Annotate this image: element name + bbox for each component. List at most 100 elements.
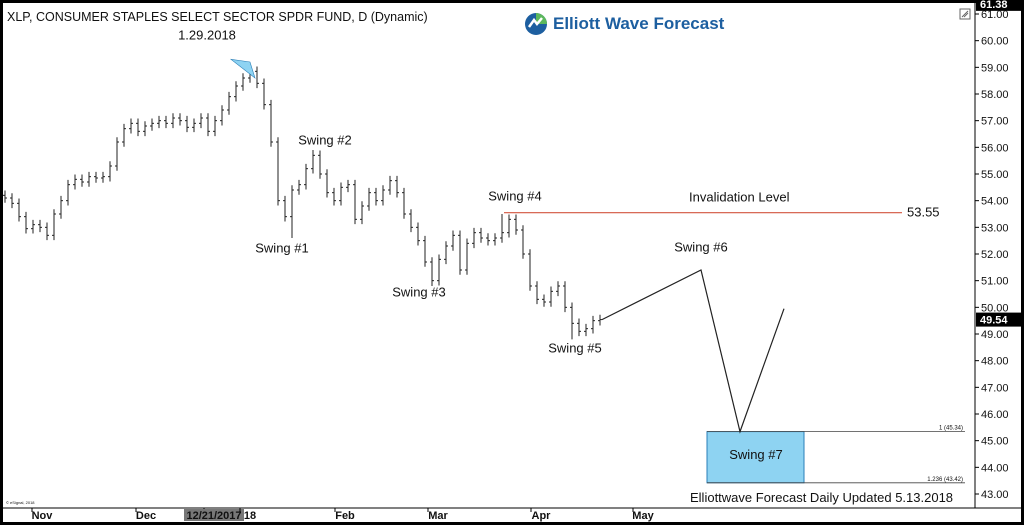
ohlc-bar [227, 91, 231, 115]
ohlc-bar [584, 323, 588, 337]
ohlc-bar [178, 113, 182, 126]
ohlc-bar [591, 315, 595, 334]
ohlc-bar [507, 214, 511, 238]
x-tick-label: May [632, 510, 654, 522]
x-tick-label: Nov [32, 510, 54, 522]
ohlc-bar [402, 187, 406, 219]
x-tick-label: 12/21/2017 [186, 510, 241, 522]
y-tick-label: 58.00 [981, 89, 1009, 101]
ohlc-bar [332, 187, 336, 206]
ohlc-bar [353, 179, 357, 225]
swing-label: Swing #3 [392, 285, 445, 300]
ohlc-bar [66, 179, 70, 206]
ohlc-bar [395, 175, 399, 198]
plot-area [3, 3, 975, 508]
ohlc-bar [437, 254, 441, 286]
ohlc-bar [269, 99, 273, 147]
swing-label: Swing #6 [674, 239, 727, 254]
swing-label: Swing #7 [729, 447, 782, 462]
y-tick-label: 60.00 [981, 36, 1009, 48]
chart-title: XLP, CONSUMER STAPLES SELECT SECTOR SPDR… [7, 10, 428, 24]
y-tick-label: 54.00 [981, 196, 1009, 208]
ohlc-bar [283, 195, 287, 222]
ohlc-bar [115, 137, 119, 171]
ohlc-bar [59, 195, 63, 219]
top-price-badge-bg [976, 0, 1021, 11]
y-tick-label: 46.00 [981, 409, 1009, 421]
ohlc-bar [297, 179, 301, 195]
y-tick-label: 59.00 [981, 62, 1009, 74]
swing-label: 1.29.2018 [178, 27, 236, 42]
fib-level-label: 1.236 (43.42) [927, 477, 963, 483]
ohlc-bar [136, 118, 140, 137]
ohlc-bar [430, 257, 434, 286]
ohlc-bar [528, 249, 532, 291]
ohlc-bar [479, 227, 483, 243]
y-tick-label: 43.00 [981, 489, 1009, 501]
ohlc-bar [535, 281, 539, 305]
top-price-badge: 61.38 [980, 0, 1008, 11]
ohlc-bar [549, 286, 553, 307]
ohlc-bar [143, 121, 147, 137]
x-tick-label: Mar [428, 510, 448, 522]
ohlc-bar [38, 219, 42, 233]
y-tick-label: 47.00 [981, 382, 1009, 394]
ohlc-bar [262, 78, 266, 110]
ohlc-bar [311, 150, 315, 174]
ohlc-bar [213, 115, 217, 137]
highlighted-date-bg [184, 509, 244, 521]
y-tick-label: 51.00 [981, 276, 1009, 288]
ohlc-bar [157, 115, 161, 129]
y-tick-label: 53.00 [981, 222, 1009, 234]
peak-marker-triangle [229, 58, 256, 79]
ohlc-bar [150, 118, 154, 131]
y-tick-label: 48.00 [981, 356, 1009, 368]
ohlc-bar [465, 238, 469, 275]
ohlc-bar [521, 225, 525, 259]
y-tick-label: 49.00 [981, 329, 1009, 341]
ohlc-bar [17, 198, 21, 222]
x-tick-label: Apr [532, 510, 552, 522]
esignal-credit: © eSignal, 2018 [6, 500, 35, 505]
ohlc-bar [458, 230, 462, 275]
ohlc-bar [199, 113, 203, 129]
ohlc-bar [80, 174, 84, 187]
swing-label: Swing #1 [255, 241, 308, 256]
fib-level-label: 1 (45.34) [939, 426, 963, 432]
logo-text: Elliott Wave Forecast [553, 14, 725, 33]
ohlc-bar [570, 302, 574, 340]
ohlc-bar [108, 161, 112, 182]
update-note: Elliottwave Forecast Daily Updated 5.13.… [690, 490, 953, 505]
ohlc-bar [31, 219, 35, 234]
ohlc-bar [171, 113, 175, 129]
ohlc-bar [598, 314, 602, 326]
ohlc-bar [388, 175, 392, 195]
ohlc-bar [423, 235, 427, 267]
ohlc-bar [563, 281, 567, 313]
ohlc-bar [304, 163, 308, 190]
ohlc-bar [360, 201, 364, 225]
ohlc-bar [290, 185, 294, 238]
ohlc-bar [367, 187, 371, 211]
ohlc-bar [556, 281, 560, 297]
ohlc-bar [129, 118, 133, 134]
ohlc-bar [409, 209, 413, 233]
ohlc-bar [542, 294, 546, 307]
x-tick-label: Dec [136, 510, 156, 522]
swing-label: Swing #5 [548, 341, 601, 356]
y-tick-label: 44.00 [981, 462, 1009, 474]
ohlc-bar [220, 105, 224, 126]
ohlc-bar [325, 169, 329, 198]
ohlc-bar [94, 171, 98, 183]
last-price-badge-bg [976, 312, 1021, 327]
ohlc-bar [339, 182, 343, 206]
ohlc-bar [45, 222, 49, 241]
ohlc-bar [276, 137, 280, 206]
swing7-target-box [706, 431, 805, 484]
time-axis-panel [3, 508, 1021, 522]
ohlc-bar [206, 113, 210, 137]
y-tick-label: 55.00 [981, 169, 1009, 181]
ohlc-bar [416, 222, 420, 246]
